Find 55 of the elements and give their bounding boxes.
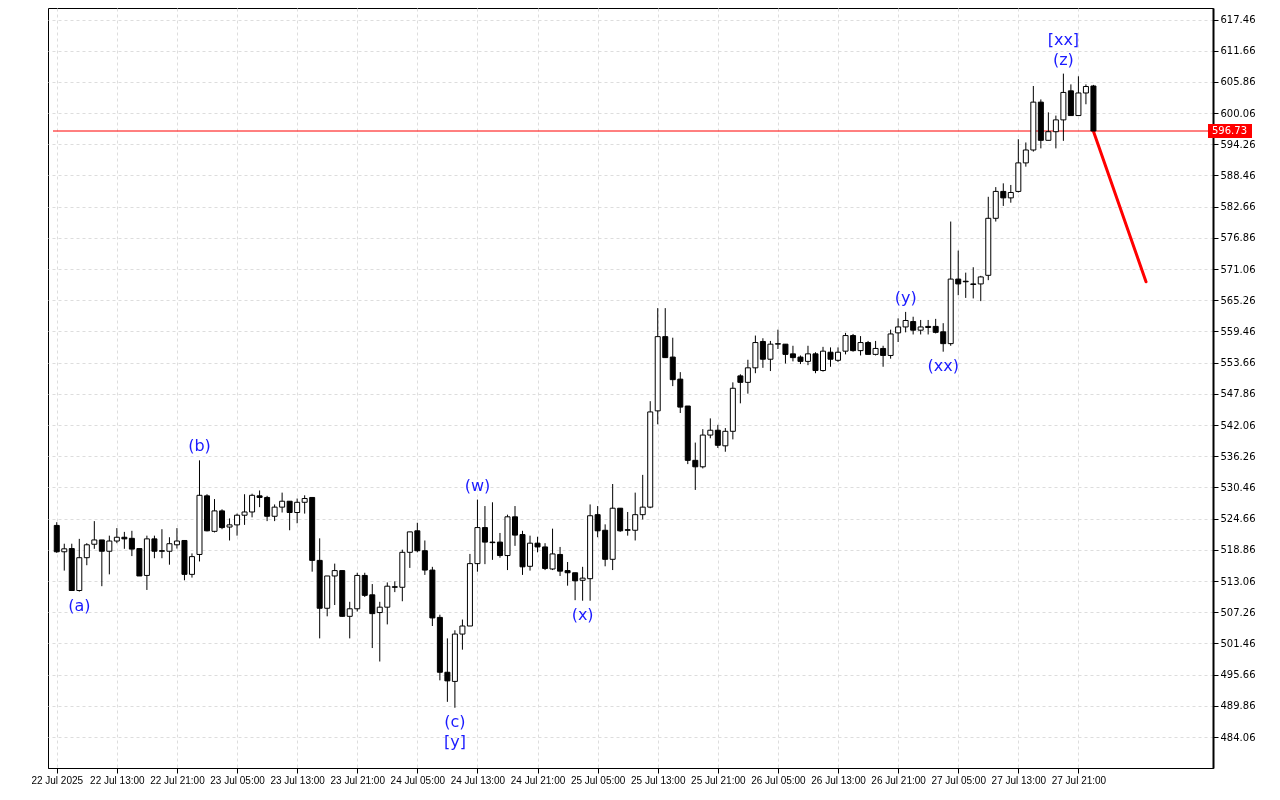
x-tick-label: 24 Jul 13:00 [450,774,506,786]
annotation: [xx] [1047,29,1080,49]
y-tick-label: 582.66 [1220,201,1256,213]
annotation: (z) [1052,49,1074,69]
annotation: (c) [444,711,466,731]
y-tick-label: 559.46 [1220,325,1256,337]
candlestick [977,275,984,302]
y-tick-label: 611.66 [1220,45,1256,57]
x-tick-label: 23 Jul 05:00 [210,774,266,786]
x-tick-label: 23 Jul 21:00 [330,774,386,786]
ref-line-label: 596.73 [1212,125,1247,137]
x-tick-label: 25 Jul 13:00 [630,774,686,786]
x-tick-label: 26 Jul 05:00 [751,774,807,786]
x-tick-label: 27 Jul 05:00 [931,774,987,786]
y-tick-label: 594.26 [1220,138,1256,150]
annotation: (b) [188,436,211,456]
x-tick-label: 25 Jul 21:00 [691,774,747,786]
y-tick-label: 530.46 [1220,481,1256,493]
y-tick-label: 495.66 [1220,669,1256,681]
y-tick-label: 547.86 [1220,388,1256,400]
x-tick-label: 24 Jul 05:00 [390,774,446,786]
y-tick-label: 588.46 [1220,169,1256,181]
y-tick-label: 565.26 [1220,294,1256,306]
x-tick-label: 27 Jul 21:00 [1051,774,1107,786]
y-tick-label: 600.06 [1220,107,1256,119]
y-tick-label: 571.06 [1220,263,1256,275]
y-tick-label: 605.86 [1220,76,1256,88]
y-tick-label: 518.86 [1220,544,1256,556]
y-tick-label: 542.06 [1220,419,1256,431]
x-tick-label: 25 Jul 05:00 [570,774,626,786]
y-tick-label: 576.86 [1220,232,1256,244]
candlestick [970,266,977,299]
y-tick-label: 513.06 [1220,575,1256,587]
x-tick-label: 26 Jul 21:00 [871,774,927,786]
y-tick-label: 507.26 [1220,606,1256,618]
y-tick-label: 484.06 [1220,731,1256,743]
annotation: (w) [464,475,491,495]
y-tick-label: 501.46 [1220,637,1256,649]
annotation: (xx) [927,355,959,375]
annotation: (y) [894,287,917,307]
x-tick-label: 22 Jul 21:00 [150,774,206,786]
annotation: [y] [443,731,466,751]
y-tick-label: 536.26 [1220,450,1256,462]
x-tick-label: 27 Jul 13:00 [991,774,1047,786]
annotation: (a) [68,595,91,615]
annotation: (x) [571,604,594,624]
x-tick-label: 22 Jul 2025 [31,774,84,786]
x-tick-label: 24 Jul 21:00 [510,774,566,786]
y-tick-label: 553.66 [1220,357,1256,369]
x-tick-label: 26 Jul 13:00 [811,774,867,786]
x-tick-label: 23 Jul 13:00 [270,774,326,786]
y-tick-label: 617.46 [1220,14,1256,26]
x-tick-label: 22 Jul 13:00 [90,774,146,786]
y-tick-label: 489.86 [1220,700,1256,712]
y-tick-label: 524.66 [1220,513,1256,525]
